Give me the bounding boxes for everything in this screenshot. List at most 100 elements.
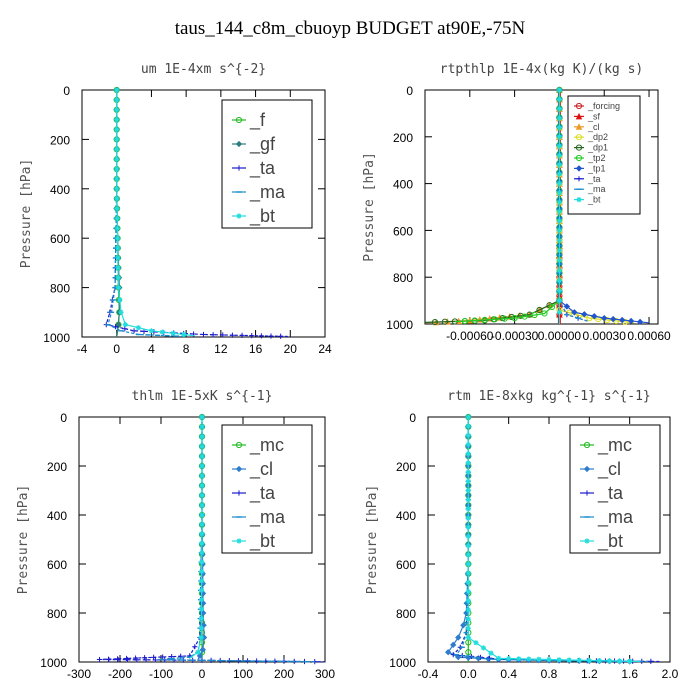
legend-label: _dp1 [587, 143, 608, 153]
series-marker-bt [556, 287, 563, 294]
legend-label: _ta [249, 483, 276, 504]
panel-title: rtpthlp 1E-4x(kg K)/(kg s) [440, 62, 644, 77]
series-marker-bt [465, 478, 471, 484]
series-marker-cl [460, 622, 467, 629]
series-marker-ta [106, 657, 112, 663]
series-marker-tp1 [627, 317, 635, 325]
series-marker-bt [199, 453, 205, 459]
series-marker-ta [239, 332, 245, 339]
series-marker-bt [114, 176, 120, 182]
legend-marker [575, 144, 583, 151]
series-marker-ta [192, 644, 198, 650]
series-marker-bt [596, 658, 603, 664]
x-tick-label: 100 [233, 667, 253, 681]
series-marker-bt [199, 414, 205, 420]
series-marker-bt [465, 533, 471, 540]
series-marker-bt [556, 181, 563, 187]
legend-marker [575, 165, 583, 172]
series-marker-dp1 [441, 318, 449, 325]
legend-label: _ta [249, 158, 276, 179]
series-marker-tp1 [591, 313, 598, 320]
legend-label: _ma [249, 507, 286, 528]
legend-marker [235, 116, 243, 124]
series-marker-bt [536, 656, 542, 662]
x-tick-label: 0.00000 [538, 329, 582, 343]
legend-label: _forcing [587, 101, 620, 111]
legend-label: _dp2 [587, 132, 608, 142]
legend-marker [575, 123, 583, 130]
legend-label: _ma [587, 184, 606, 194]
series-marker-bt [199, 463, 205, 469]
series-marker-bt [465, 497, 471, 503]
series-marker-bt [556, 171, 563, 177]
series-marker-bt [199, 443, 205, 449]
series-marker-bt [546, 656, 552, 663]
series-marker-bt [114, 186, 120, 192]
series-marker-ta [249, 333, 255, 339]
series-marker-bt [114, 215, 120, 222]
series-marker-dp1 [431, 318, 439, 326]
legend-marker [583, 465, 591, 473]
series-marker-bt [606, 658, 613, 664]
series-marker-tp2 [501, 315, 508, 322]
y-tick-label: 1000 [40, 656, 67, 670]
series-marker-bt [198, 616, 204, 622]
series-marker-bt [181, 331, 187, 338]
series-marker-bt [199, 424, 205, 430]
legend-marker [575, 154, 583, 162]
series-marker-bt [199, 492, 205, 498]
series-marker-bt [199, 483, 205, 489]
series-marker-bt [199, 531, 205, 537]
series-marker-bt [556, 257, 563, 264]
legend-label: _tp2 [587, 153, 606, 163]
series-marker-bt [465, 543, 471, 549]
series-marker-ta [151, 654, 157, 660]
series-marker-bt [616, 658, 623, 664]
legend-label: _ta [597, 483, 624, 504]
legend-label: _cl [249, 459, 273, 480]
legend-label: _bt [587, 195, 601, 205]
series-marker-bt [115, 275, 121, 281]
x-tick-label: 0 [113, 342, 120, 356]
series-marker-bt [465, 625, 471, 631]
x-tick-label: 1.6 [621, 667, 638, 681]
series-marker-ta [229, 332, 236, 338]
legend-marker [575, 102, 583, 110]
series-marker-bt [556, 87, 563, 93]
series-marker-bt [465, 432, 471, 438]
y-tick-label: 800 [396, 607, 416, 621]
x-tick-label: -0.00060 [446, 329, 494, 343]
series-marker-bt [465, 423, 471, 429]
y-tick-label: 0 [60, 411, 67, 425]
series-marker-bt [199, 540, 205, 546]
legend-label: _sf [587, 111, 601, 121]
series-marker-bt [114, 87, 120, 93]
series-marker-cl [196, 652, 204, 660]
series-marker-cl [455, 653, 462, 661]
series-marker-dp1 [517, 312, 524, 319]
y-tick-label: 1000 [43, 331, 70, 345]
series-marker-ta [152, 657, 159, 663]
series-marker-bt [199, 559, 205, 565]
x-tick-label: -4 [77, 342, 88, 356]
series-marker-bt [556, 96, 563, 102]
legend-marker [236, 213, 242, 219]
series-marker-bt [170, 330, 176, 336]
series-marker-bt [115, 255, 121, 261]
series-marker-bt [114, 117, 120, 123]
series-marker-gf [115, 321, 122, 328]
legend-label: _tp1 [587, 163, 606, 173]
series-marker-bt [114, 107, 120, 113]
series-marker-tp1 [636, 318, 644, 326]
series-marker-ta [124, 657, 131, 663]
x-tick-label: 8 [183, 342, 190, 356]
y-tick-label: 800 [50, 282, 70, 296]
series-marker-ta [131, 328, 137, 334]
x-tick-label: -0.4 [418, 667, 439, 681]
series-marker-bt [198, 606, 204, 612]
series-marker-bt [465, 414, 471, 420]
series-marker-cl [445, 649, 452, 656]
series-marker-bt [556, 124, 563, 131]
series-marker-bt [556, 134, 563, 140]
